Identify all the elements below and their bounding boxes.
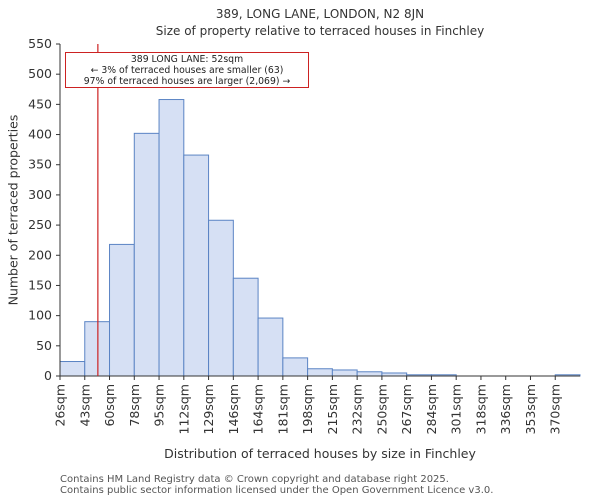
annotation-line-2: ← 3% of terraced houses are smaller (63): [90, 65, 284, 76]
y-tick-label: 350: [28, 157, 52, 172]
x-tick-label: 215sqm: [325, 384, 340, 434]
y-tick-label: 50: [36, 338, 52, 353]
x-tick-label: 164sqm: [251, 384, 266, 434]
x-tick-label: 284sqm: [424, 384, 439, 434]
y-tick-label: 450: [28, 96, 52, 111]
histogram-bar: [183, 154, 210, 377]
histogram-bar: [133, 132, 160, 377]
annotation-line-3: 97% of terraced houses are larger (2,069…: [83, 76, 291, 87]
y-tick-label: 300: [28, 187, 52, 202]
x-tick-label: 95sqm: [152, 384, 167, 427]
y-tick-label: 550: [28, 36, 52, 51]
histogram-bar: [356, 371, 383, 377]
histogram-bar: [307, 368, 333, 377]
histogram-bar: [257, 317, 284, 377]
histogram-bar: [282, 357, 309, 377]
x-tick-label: 181sqm: [275, 384, 290, 434]
property-annotation-box: 389 LONG LANE: 52sqm ← 3% of terraced ho…: [65, 52, 309, 88]
histogram-bar: [208, 219, 234, 377]
x-tick-label: 26sqm: [53, 384, 68, 427]
y-tick-label: 500: [28, 66, 52, 81]
y-tick-label: 0: [44, 368, 52, 383]
x-tick-label: 336sqm: [498, 384, 513, 434]
x-tick-label: 198sqm: [300, 384, 315, 434]
x-tick-label: 60sqm: [102, 384, 117, 427]
x-tick-label: 301sqm: [449, 384, 464, 434]
x-tick-label: 146sqm: [226, 384, 241, 434]
histogram-bar: [158, 99, 185, 377]
histogram-bar: [109, 243, 135, 377]
histogram-bar: [59, 361, 86, 377]
y-tick-label: 100: [28, 308, 52, 323]
x-tick-label: 318sqm: [473, 384, 488, 434]
x-axis-title: Distribution of terraced houses by size …: [164, 446, 476, 461]
x-tick-label: 129sqm: [201, 384, 216, 434]
x-tick-label: 78sqm: [127, 384, 142, 427]
histogram-bar: [331, 369, 358, 377]
x-tick-label: 353sqm: [523, 384, 538, 434]
x-tick-label: 370sqm: [548, 384, 563, 434]
histogram-bar: [232, 277, 259, 377]
chart-title-address: 389, LONG LANE, LONDON, N2 8JN: [215, 7, 425, 21]
x-tick-label: 112sqm: [176, 384, 191, 434]
annotation-line-1: 389 LONG LANE: 52sqm: [130, 54, 244, 65]
y-tick-label: 200: [28, 247, 52, 262]
histogram-bar: [84, 321, 111, 377]
footer-copyright: Contains HM Land Registry data © Crown c…: [60, 474, 449, 485]
y-tick-label: 150: [28, 277, 52, 292]
chart-title: Size of property relative to terraced ho…: [155, 24, 485, 38]
x-tick-label: 267sqm: [399, 384, 414, 434]
y-tick-label: 400: [28, 127, 52, 142]
y-axis-title: Number of terraced properties: [6, 115, 21, 306]
footer-licence: Contains public sector information licen…: [60, 485, 494, 496]
y-tick-label: 250: [28, 217, 52, 232]
x-tick-label: 232sqm: [350, 384, 365, 434]
x-tick-label: 250sqm: [374, 384, 389, 434]
x-tick-label: 43sqm: [77, 384, 92, 427]
